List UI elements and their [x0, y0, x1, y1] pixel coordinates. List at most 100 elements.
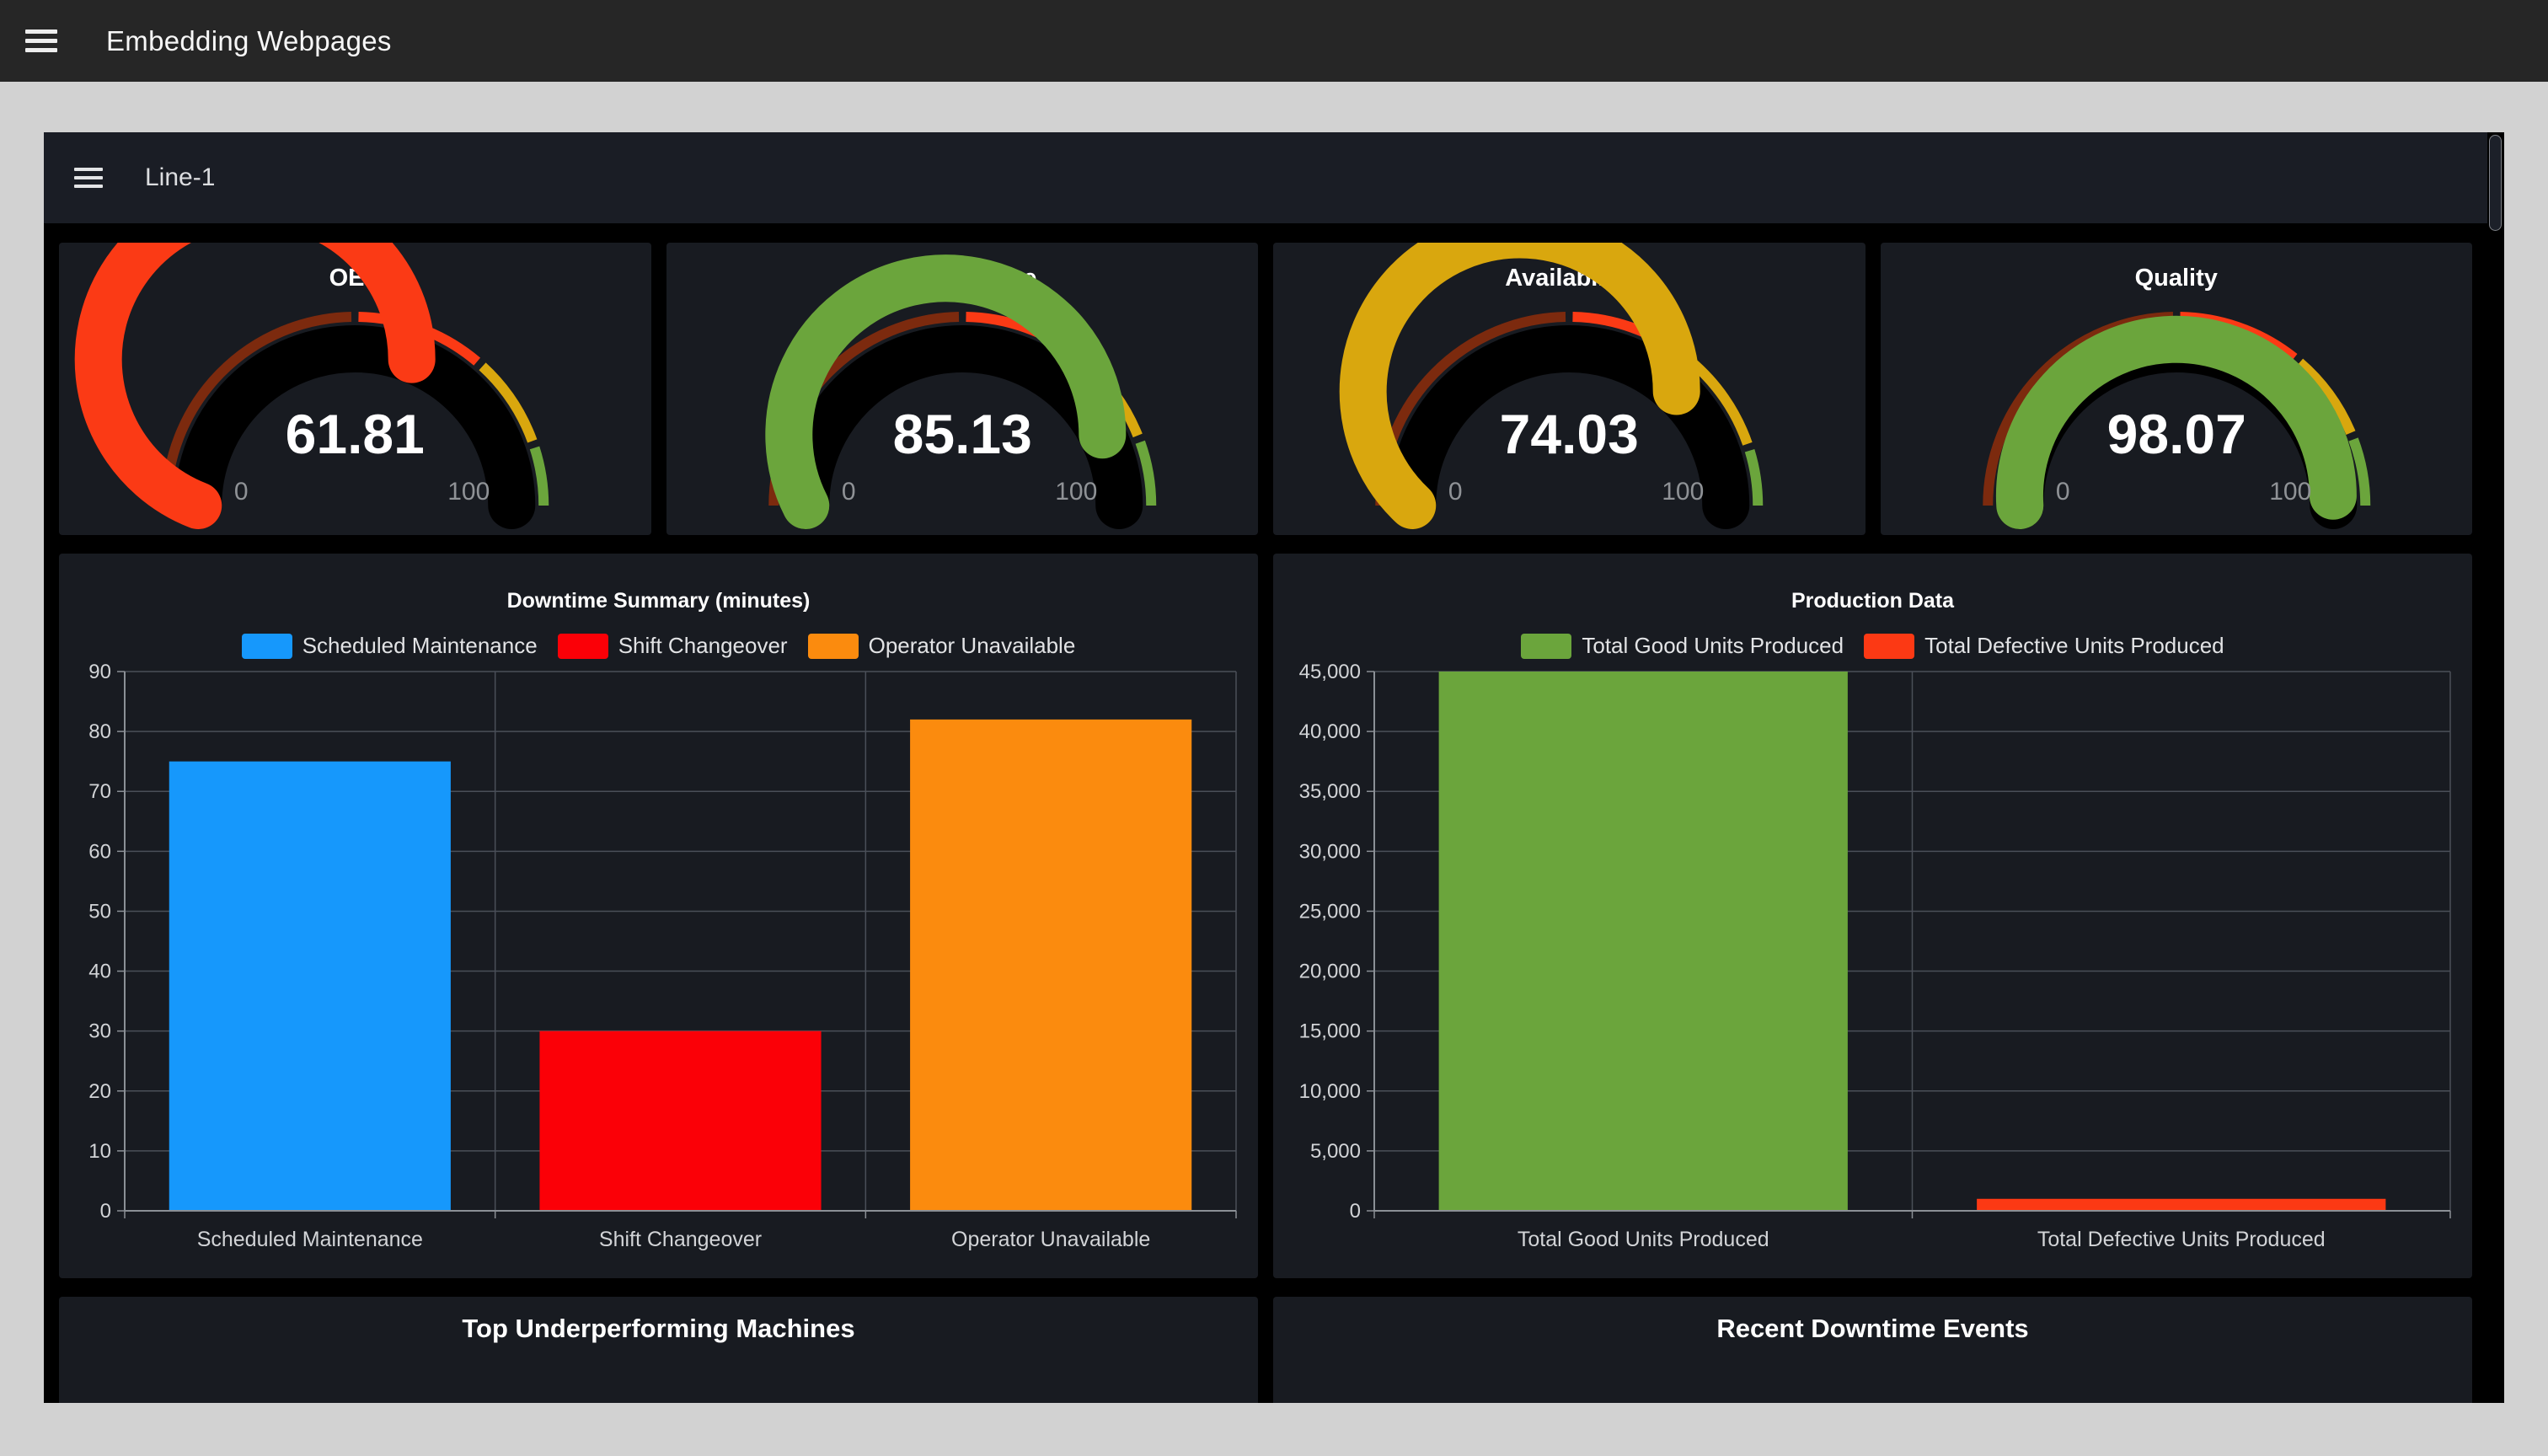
dashboard-header: Line-1	[44, 132, 2487, 223]
y-tick-label: 5,000	[1310, 1140, 1361, 1163]
x-category-label: Shift Changeover	[599, 1228, 762, 1251]
gauge-chart-oee: 61.81 0 100	[74, 243, 549, 529]
gauge-chart-quality: 98.07 0 100	[1982, 312, 2370, 529]
gauge-track	[1389, 325, 1750, 529]
y-tick-label: 15,000	[1299, 1020, 1361, 1043]
chart-legend: Total Good Units Produced Total Defective…	[1273, 633, 2472, 659]
y-tick-label: 80	[88, 720, 111, 743]
legend-swatch-icon	[241, 633, 292, 659]
legend-item[interactable]: Shift Changeover	[557, 633, 788, 659]
y-tick-label: 50	[88, 900, 111, 923]
panel-title-recent-downtime-events: Recent Downtime Events	[1716, 1314, 2029, 1343]
gauge-value: 74.03	[1500, 403, 1639, 465]
y-tick-label: 25,000	[1299, 900, 1361, 923]
legend-item[interactable]: Total Defective Units Produced	[1864, 633, 2224, 659]
y-tick-label: 70	[88, 780, 111, 803]
x-category-label: Total Good Units Produced	[1518, 1228, 1769, 1251]
panel-performance: Performance 85.13 0 100	[666, 243, 1258, 535]
y-tick-label: 40	[88, 961, 111, 983]
gauge-min-label: 0	[234, 478, 249, 506]
y-tick-label: 90	[88, 661, 111, 683]
gauge-threshold-arc	[2295, 358, 2355, 435]
y-tick-label: 45,000	[1299, 661, 1361, 683]
legend-label: Operator Unavailable	[868, 633, 1076, 658]
gauge-value-bar	[74, 243, 436, 529]
legend-item[interactable]: Total Good Units Produced	[1521, 633, 1844, 659]
x-category-label: Operator Unavailable	[951, 1228, 1150, 1251]
legend-label: Shift Changeover	[618, 633, 788, 658]
bottom-row: Top Underperforming Machines Recent Down…	[59, 1297, 2472, 1403]
legend-item[interactable]: Scheduled Maintenance	[241, 633, 538, 659]
panel-quality: Quality 98.07 0 100	[1880, 243, 2472, 535]
gauge-value: 85.13	[892, 403, 1031, 465]
y-tick-label: 20,000	[1299, 961, 1361, 983]
gauge-min-label: 0	[841, 478, 855, 506]
bar-chart-downtime-summary: 0 10 20 30 40 50 60 70 80 90 Scheduled Maintenance…	[88, 661, 1237, 1251]
bar-chart-production-data: 0 5,000 10,000 15,000 20,000 25,000 30,000 35,0…	[1299, 661, 2451, 1251]
legend-label: Total Good Units Produced	[1582, 633, 1844, 658]
gauge-threshold-arc	[479, 362, 538, 443]
legend-item[interactable]: Operator Unavailable	[807, 633, 1076, 659]
panel-production-data: 0 5,000 10,000 15,000 20,000 25,000 30,000 35,0…	[1273, 554, 2472, 1278]
gauge-value-bar	[1995, 315, 2357, 529]
legend-swatch-icon	[557, 633, 608, 659]
gauge-value: 98.07	[2106, 403, 2246, 465]
embedded-dashboard-frame: Line-1 OEE 61.81 0 100 Performance 85.13 0 1…	[44, 132, 2504, 1403]
gauge-threshold-arc	[1744, 449, 1764, 506]
gauge-value-bar	[764, 254, 1126, 529]
dashboard-scrollbar[interactable]	[2487, 132, 2504, 1403]
gauge-chart-performance: 85.13 0 100	[764, 254, 1156, 529]
gauge-max-label: 100	[1662, 478, 1704, 506]
chart-title-production-data: Production Data	[1791, 589, 1955, 613]
legend-swatch-icon	[1864, 633, 1915, 659]
x-category-label: Scheduled Maintenance	[197, 1228, 423, 1251]
hamburger-bar	[25, 48, 57, 52]
gauge-min-label: 0	[1448, 478, 1463, 506]
app-title: Embedding Webpages	[106, 24, 392, 56]
panel-title-top-underperforming-machines: Top Underperforming Machines	[462, 1314, 855, 1343]
y-tick-label: 40,000	[1299, 720, 1361, 743]
gauge-max-label: 100	[447, 478, 490, 506]
gauge-threshold-arc	[1135, 440, 1156, 506]
hamburger-bar	[74, 185, 103, 188]
gauge-max-label: 100	[1055, 478, 1097, 506]
bar	[1977, 1198, 2386, 1211]
panel-top-underperforming-machines: Top Underperforming Machines	[59, 1297, 1258, 1403]
legend-swatch-icon	[1521, 633, 1572, 659]
bar	[1438, 672, 1848, 1211]
y-tick-label: 30,000	[1299, 840, 1361, 863]
gauge-threshold-arc	[529, 446, 549, 506]
y-tick-label: 30	[88, 1020, 111, 1043]
hamburger-bar	[74, 176, 103, 179]
y-tick-label: 10,000	[1299, 1080, 1361, 1103]
y-tick-label: 60	[88, 840, 111, 863]
gauge-row: OEE 61.81 0 100 Performance 85.13 0 100 Avai…	[59, 243, 2472, 535]
gauge-min-label: 0	[2055, 478, 2069, 506]
chart-title-downtime-summary: Downtime Summary (minutes)	[506, 589, 811, 613]
panel-recent-downtime-events: Recent Downtime Events	[1273, 1297, 2472, 1403]
chart-row: 0 10 20 30 40 50 60 70 80 90 Scheduled Maintenance…	[59, 554, 2472, 1278]
panel-downtime-summary: 0 10 20 30 40 50 60 70 80 90 Scheduled Maintenance…	[59, 554, 1258, 1278]
scrollbar-thumb[interactable]	[2489, 135, 2502, 231]
bar	[910, 719, 1192, 1211]
gauge-value-bar	[1339, 243, 1700, 529]
gauge-value: 61.81	[286, 403, 425, 465]
gauge-track	[174, 325, 536, 529]
panel-availability: Availability 74.03 0 100	[1273, 243, 1866, 535]
y-tick-label: 10	[88, 1140, 111, 1163]
y-tick-label: 0	[1350, 1200, 1361, 1223]
app-menu-hamburger-icon[interactable]	[25, 29, 57, 52]
hamburger-bar	[74, 168, 103, 171]
app-bar: Embedding Webpages	[0, 0, 2548, 82]
dashboard-menu-hamburger-icon[interactable]	[74, 168, 103, 188]
gauge-chart-availability: 74.03 0 100	[1339, 243, 1764, 529]
legend-swatch-icon	[807, 633, 859, 659]
hamburger-bar	[25, 29, 57, 34]
gauge-threshold-arc	[2347, 437, 2370, 506]
bar	[169, 761, 451, 1211]
x-category-label: Total Defective Units Produced	[2037, 1228, 2326, 1251]
dashboard-title: Line-1	[145, 163, 216, 191]
gauge-title-quality: Quality	[2134, 265, 2218, 292]
legend-label: Scheduled Maintenance	[302, 633, 538, 658]
y-tick-label: 20	[88, 1080, 111, 1103]
